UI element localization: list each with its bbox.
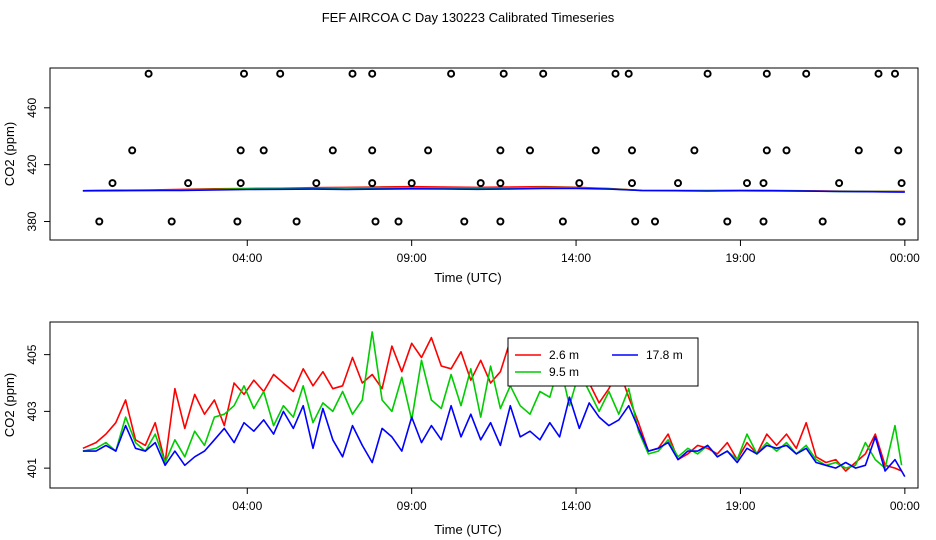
sample-marker	[348, 69, 357, 78]
sample-marker	[897, 179, 906, 188]
sample-marker	[628, 179, 636, 188]
sample-marker	[759, 179, 768, 188]
sample-marker	[496, 217, 505, 226]
sample-marker	[723, 217, 732, 226]
sample-marker	[108, 179, 117, 188]
sample-marker	[128, 146, 137, 155]
x-tick-label: 00:00	[890, 499, 920, 513]
sample-marker	[631, 217, 640, 226]
series-line-17-8-m	[82, 396, 906, 477]
sample-marker	[292, 217, 301, 226]
legend-label: 9.5 m	[549, 365, 579, 379]
sample-marker	[95, 217, 104, 226]
x-axis-label: Time (UTC)	[434, 270, 501, 285]
sample-marker	[371, 217, 380, 226]
x-tick-label: 19:00	[725, 251, 755, 265]
y-tick-label: 405	[25, 344, 39, 364]
sample-marker	[496, 146, 505, 155]
x-tick-label: 14:00	[561, 499, 591, 513]
top-panel-all-samples: 04:00 09:00 14:00 19:00 00:00 380 420 460 Time (…	[2, 67, 920, 285]
x-tick-label: 00:00	[890, 251, 920, 265]
sample-marker	[891, 69, 899, 78]
sample-marker	[611, 69, 620, 78]
sample-marker	[368, 179, 377, 188]
x-tick-label: 19:00	[725, 499, 755, 513]
sample-marker	[651, 217, 659, 226]
legend-label: 2.6 m	[549, 348, 579, 362]
sample-marker	[539, 69, 548, 78]
sample-marker	[854, 146, 863, 155]
y-axis-label: CO2 (ppm)	[2, 122, 17, 186]
sample-marker	[184, 179, 193, 188]
y-axis-label: CO2 (ppm)	[2, 373, 17, 437]
y-tick-label: 460	[25, 97, 39, 117]
x-tick-label: 14:00	[561, 251, 591, 265]
y-tick-label: 403	[25, 401, 39, 421]
sample-marker	[259, 146, 268, 155]
sample-marker	[628, 146, 636, 155]
sample-marker	[328, 146, 337, 155]
series-line-9-5-m	[82, 331, 903, 469]
x-tick-label: 09:00	[397, 251, 427, 265]
x-tick-label: 09:00	[397, 499, 427, 513]
sample-marker	[368, 69, 377, 78]
series-line-2	[82, 187, 905, 193]
legend-box	[507, 337, 699, 387]
y-tick-label: 380	[25, 211, 39, 231]
sample-marker	[236, 179, 245, 188]
sample-marker	[460, 217, 469, 226]
figure-title: FEF AIRCOA C Day 130223 Calibrated Times…	[322, 10, 615, 25]
sample-marker	[476, 179, 485, 188]
sample-marker	[368, 146, 377, 155]
sample-marker	[897, 217, 906, 226]
sample-marker	[759, 217, 768, 226]
sample-marker	[499, 69, 508, 78]
plot-frame	[49, 321, 919, 489]
sample-marker	[526, 146, 534, 155]
sample-marker	[743, 179, 751, 188]
sample-marker	[591, 146, 600, 155]
sample-marker	[802, 69, 811, 78]
sample-marker	[407, 179, 416, 188]
sample-marker	[144, 69, 153, 78]
sample-marker	[782, 146, 791, 155]
x-axis-label: Time (UTC)	[434, 522, 501, 537]
legend-label: 17.8 m	[646, 348, 683, 362]
y-tick-label: 401	[25, 458, 39, 478]
sample-marker	[894, 146, 903, 155]
sample-marker	[835, 179, 844, 188]
sample-marker	[762, 69, 771, 78]
x-tick-label: 04:00	[232, 499, 262, 513]
sample-marker	[276, 69, 285, 78]
legend: 2.6 m 17.8 m 9.5 m	[507, 337, 699, 387]
sample-marker	[690, 146, 699, 155]
series-line-2-6-m	[82, 336, 902, 472]
sample-marker	[424, 146, 433, 155]
plot-area	[82, 69, 906, 226]
plot-frame	[49, 67, 919, 241]
sample-marker	[233, 217, 242, 226]
sample-marker	[312, 179, 321, 188]
sample-marker	[236, 146, 245, 155]
sample-marker	[558, 217, 567, 226]
sample-marker	[394, 217, 403, 226]
sample-marker	[874, 69, 883, 78]
bottom-panel-tower-levels: 04:00 09:00 14:00 19:00 00:00 401 403 405 Time (…	[2, 321, 920, 537]
sample-marker	[624, 69, 633, 78]
sample-marker	[240, 69, 248, 78]
sample-marker	[575, 179, 584, 188]
sample-marker	[762, 146, 771, 155]
sample-marker	[818, 217, 827, 226]
sample-marker	[674, 179, 682, 188]
y-tick-label: 420	[25, 154, 39, 174]
sample-marker	[496, 179, 505, 188]
sample-marker	[167, 217, 176, 226]
plot-area	[82, 331, 906, 477]
sample-marker	[447, 69, 456, 78]
sample-marker	[703, 69, 712, 78]
x-tick-label: 04:00	[232, 251, 262, 265]
